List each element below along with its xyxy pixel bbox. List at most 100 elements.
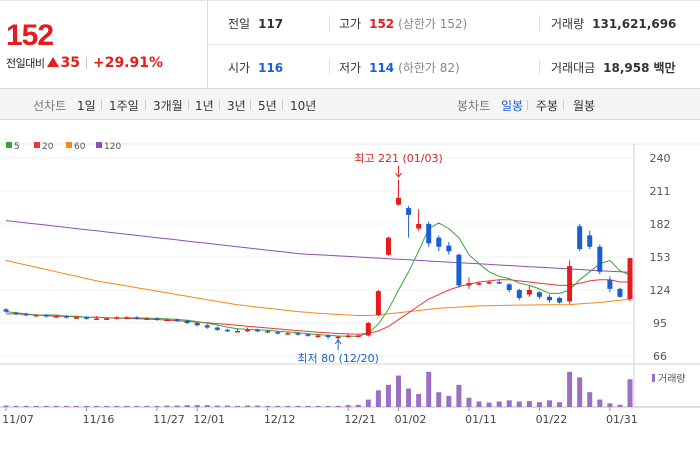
period-3month[interactable]: 3개월 <box>153 99 183 113</box>
volume-bar <box>224 405 230 407</box>
chart-toolbar: 선차트 1일 1주일 3개월 1년 3년 5년 10년 봉차트 일봉 주봉 월봉 <box>0 88 700 120</box>
volume-bar <box>53 405 59 407</box>
volume-bar <box>476 401 482 407</box>
turnover: 거래대금 18,958 백만 <box>551 59 676 76</box>
volume-bar <box>204 405 210 407</box>
x-tick-label: 11/27 <box>153 413 185 426</box>
period-5year[interactable]: 5년 <box>258 99 277 113</box>
candle-body <box>385 237 391 255</box>
volume-bar <box>104 405 110 407</box>
x-tick-label: 01/11 <box>465 413 497 426</box>
low-label: 저가 <box>339 61 362 75</box>
candle-body <box>567 266 573 302</box>
price-chart[interactable]: 5 20 60 120 240 211 182 153 124 95 66 11/07 11/16 11/… <box>0 120 700 450</box>
period-3year[interactable]: 3년 <box>227 99 246 113</box>
candle-body <box>406 208 412 215</box>
lower-limit-note: (하한가 82) <box>398 61 460 75</box>
volume-bar <box>426 371 432 407</box>
candle-body <box>154 318 160 320</box>
candle-body <box>3 309 9 312</box>
info-row-2: 시가 116 저가 114 (하한가 82) 거래대금 18,958 백만 <box>208 45 700 89</box>
candle-body <box>496 282 502 284</box>
candle-body <box>194 323 200 326</box>
candle-body <box>315 335 321 338</box>
volume-bar <box>546 400 552 407</box>
candle-body <box>365 323 371 336</box>
quote-info-table: 전일 117 고가 152 (상한가 152) 거래량 131,621,696 … <box>207 1 700 89</box>
volume-bar <box>154 405 160 407</box>
candle-daily[interactable]: 일봉 <box>501 99 524 113</box>
candle-body <box>486 282 492 284</box>
divider <box>329 59 330 75</box>
candle-body <box>104 318 110 320</box>
period-10year[interactable]: 10년 <box>290 99 317 113</box>
period-1week[interactable]: 1주일 <box>109 99 139 113</box>
y-tick-label: 66 <box>653 350 667 363</box>
volume-bar <box>436 392 442 407</box>
candlestick-chart[interactable]: 5 20 60 120 240 211 182 153 124 95 66 11/07 11/16 11/… <box>0 120 700 450</box>
candle-body <box>224 329 230 332</box>
volume-bar <box>214 405 220 407</box>
candle-body <box>174 319 180 322</box>
volume-bar <box>466 397 472 407</box>
divider <box>539 59 540 75</box>
x-tick-label: 01/31 <box>606 413 638 426</box>
y-tick-label: 211 <box>650 185 671 198</box>
volume-bar <box>295 405 301 407</box>
volume: 거래량 131,621,696 <box>551 15 676 32</box>
divider <box>527 100 528 110</box>
volume-bar <box>365 399 371 407</box>
x-tick-label: 11/16 <box>83 413 115 426</box>
candle-body <box>245 329 251 332</box>
candle-body <box>526 290 532 295</box>
volume-bar <box>84 405 90 407</box>
legend-label: 60 <box>74 142 86 152</box>
y-tick-label: 240 <box>650 152 671 165</box>
candle-monthly[interactable]: 월봉 <box>573 99 596 113</box>
candle-body <box>416 224 422 229</box>
candle-weekly[interactable]: 주봉 <box>536 99 559 113</box>
volume-bar <box>446 395 452 407</box>
candle-body <box>335 336 341 339</box>
volume-bar <box>627 379 633 407</box>
volume-bar <box>275 405 281 407</box>
x-tick-label: 12/01 <box>193 413 225 426</box>
ma120-line <box>5 220 631 273</box>
divider <box>282 100 283 110</box>
quote-header: 152 전일대비 35 +29.91% 전일 117 고가 152 (상한가 1 <box>0 0 700 89</box>
volume-bar <box>396 375 402 407</box>
volume-bar <box>385 384 391 407</box>
candle-body <box>577 226 583 250</box>
candle-body <box>53 316 59 318</box>
divider <box>219 100 220 110</box>
prev-close: 전일 117 <box>228 15 283 32</box>
open-value: 116 <box>258 61 284 75</box>
candle-body <box>375 291 381 316</box>
low-value: 114 <box>369 61 395 75</box>
candle-body <box>506 284 512 290</box>
y-tick-label: 182 <box>650 218 671 231</box>
period-1year[interactable]: 1년 <box>195 99 214 113</box>
ma5-line <box>5 222 631 337</box>
period-1day[interactable]: 1일 <box>77 99 96 113</box>
max-annotation: 최고 221 (01/03) <box>354 152 443 165</box>
candle-body <box>607 279 613 289</box>
volume-bar <box>23 405 29 407</box>
candle-body <box>557 297 563 303</box>
min-arrow-head-icon <box>334 339 342 345</box>
legend-label: 20 <box>42 142 54 152</box>
divider <box>85 57 87 69</box>
candle-body <box>33 315 39 317</box>
candle-body <box>204 325 210 328</box>
volume-bar <box>526 401 532 407</box>
x-tick-label: 11/07 <box>2 413 34 426</box>
candle-body <box>144 318 150 320</box>
candle-body <box>325 335 331 338</box>
volume-bar <box>13 405 19 407</box>
legend-swatch <box>96 142 102 148</box>
candle-body <box>436 237 442 247</box>
candle-body <box>134 317 140 319</box>
legend-swatch <box>34 142 40 148</box>
x-tick-label: 12/21 <box>344 413 376 426</box>
legend-swatch <box>66 142 72 148</box>
